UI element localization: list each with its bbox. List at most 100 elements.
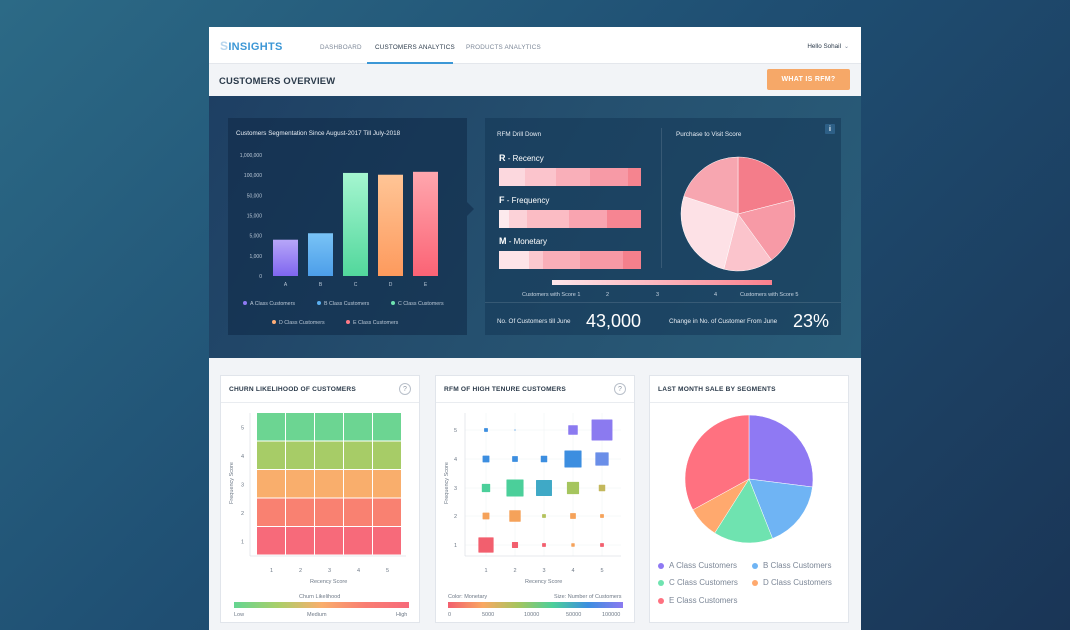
pie-slice[interactable] <box>680 196 739 270</box>
rfm-bar-segment[interactable] <box>499 251 529 269</box>
scatter-point[interactable] <box>571 543 575 547</box>
monetary-text: - Monetary <box>506 237 547 246</box>
heatmap-cell[interactable] <box>373 470 401 498</box>
scale-tick-3: 3 <box>656 292 660 298</box>
pie-slice[interactable] <box>737 199 796 261</box>
heatmap-cell[interactable] <box>286 498 314 527</box>
heatmap-cell[interactable] <box>344 527 372 555</box>
x-tick-label: 4 <box>571 568 574 574</box>
heatmap-cell[interactable] <box>315 470 343 498</box>
frequency-bar[interactable] <box>499 210 641 228</box>
pie-slice-b[interactable] <box>748 478 813 539</box>
scatter-point[interactable] <box>511 541 519 549</box>
heatmap-cell[interactable] <box>344 470 372 498</box>
tab-customers-analytics[interactable]: CUSTOMERS ANALYTICS <box>375 44 455 51</box>
scatter-point[interactable] <box>512 456 518 462</box>
pie-slice-a[interactable] <box>748 414 814 488</box>
heatmap-cell[interactable] <box>373 527 401 555</box>
rfm-bar-segment[interactable] <box>508 210 528 228</box>
heatmap-cell[interactable] <box>373 498 401 527</box>
heatmap-cell[interactable] <box>315 441 343 470</box>
pie-slice-e[interactable] <box>684 414 750 511</box>
bar-c[interactable] <box>343 172 368 276</box>
bar-b[interactable] <box>308 233 333 276</box>
visit-score-pie[interactable] <box>674 152 804 282</box>
heatmap-cell[interactable] <box>257 413 285 441</box>
y-tick-label: 1 <box>241 539 244 545</box>
scatter-point[interactable] <box>506 479 524 497</box>
rfm-bar-segment[interactable] <box>543 251 580 269</box>
rfm-bar-segment[interactable] <box>499 168 525 186</box>
bar-d[interactable] <box>378 174 403 276</box>
churn-heatmap[interactable]: 5 4 3 2 1 1 2 3 4 5 <box>221 406 421 606</box>
scatter-point[interactable] <box>591 419 613 441</box>
app-logo[interactable]: SINSIGHTS <box>220 39 283 53</box>
rfm-bar-segment[interactable] <box>555 168 590 186</box>
scatter-point[interactable] <box>600 543 604 547</box>
info-icon[interactable]: i <box>825 124 835 134</box>
pie-slice[interactable] <box>737 156 794 215</box>
rfm-tenure-scatter[interactable]: 5 4 3 2 1 1 2 3 4 5 <box>436 406 636 606</box>
rfm-bar-segment[interactable] <box>589 168 629 186</box>
recency-bar[interactable] <box>499 168 641 186</box>
heatmap-cell[interactable] <box>257 441 285 470</box>
heatmap-cell[interactable] <box>373 413 401 441</box>
scatter-point[interactable] <box>600 514 604 518</box>
bar-a[interactable] <box>273 239 298 276</box>
scatter-point[interactable] <box>482 512 490 520</box>
bar-e[interactable] <box>413 171 438 276</box>
heatmap-cell[interactable] <box>257 498 285 527</box>
user-menu[interactable]: Hello Sohail ⌄ <box>807 43 849 50</box>
scatter-point[interactable] <box>536 480 552 496</box>
help-icon[interactable]: ? <box>614 383 626 395</box>
monetary-bar[interactable] <box>499 251 641 269</box>
scatter-point[interactable] <box>481 483 491 493</box>
rfm-bar-segment[interactable] <box>499 210 509 228</box>
scatter-point[interactable] <box>484 428 488 432</box>
y-tick-label: 2 <box>241 511 244 517</box>
rfm-bar-segment[interactable] <box>524 168 556 186</box>
scatter-point[interactable] <box>509 510 521 522</box>
sales-pie[interactable] <box>650 406 850 556</box>
scatter-point[interactable] <box>566 481 580 495</box>
rfm-bar-segment[interactable] <box>628 168 641 186</box>
scatter-point[interactable] <box>540 455 548 463</box>
heatmap-cell[interactable] <box>286 441 314 470</box>
scatter-point[interactable] <box>482 455 490 463</box>
scatter-point[interactable] <box>570 513 576 519</box>
heatmap-cell[interactable] <box>315 498 343 527</box>
scatter-point[interactable] <box>595 452 609 466</box>
heatmap-cell[interactable] <box>315 527 343 555</box>
heatmap-cell[interactable] <box>286 527 314 555</box>
scatter-point[interactable] <box>478 537 494 553</box>
tab-products-analytics[interactable]: PRODUCTS ANALYTICS <box>466 44 541 51</box>
heatmap-cell[interactable] <box>286 413 314 441</box>
heatmap-cell[interactable] <box>344 498 372 527</box>
rfm-bar-segment[interactable] <box>528 251 543 269</box>
heatmap-cell[interactable] <box>373 441 401 470</box>
heatmap-cell[interactable] <box>344 413 372 441</box>
heatmap-cell[interactable] <box>344 441 372 470</box>
tab-dashboard[interactable]: DASHBOARD <box>320 44 362 51</box>
scatter-point[interactable] <box>514 429 516 431</box>
scatter-point[interactable] <box>568 425 578 435</box>
rfm-bar-segment[interactable] <box>527 210 569 228</box>
heatmap-cell[interactable] <box>257 470 285 498</box>
scatter-point[interactable] <box>564 450 582 468</box>
scatter-point[interactable] <box>598 484 606 492</box>
heatmap-cell[interactable] <box>286 470 314 498</box>
rfm-bar-segment[interactable] <box>606 210 641 228</box>
pie-slice-c[interactable] <box>714 478 773 544</box>
scatter-point[interactable] <box>542 514 546 518</box>
heatmap-cell[interactable] <box>315 413 343 441</box>
rfm-drill-title: RFM Drill Down <box>497 131 542 138</box>
rfm-bar-segment[interactable] <box>622 251 641 269</box>
what-is-rfm-button[interactable]: WHAT IS RFM? <box>767 69 850 90</box>
rfm-bar-segment[interactable] <box>568 210 607 228</box>
pie-slice[interactable] <box>683 156 739 215</box>
scatter-point[interactable] <box>542 543 546 547</box>
rfm-bar-segment[interactable] <box>579 251 623 269</box>
heatmap-cell[interactable] <box>257 527 285 555</box>
legend-text-a: A Class Customers <box>669 561 738 570</box>
help-icon[interactable]: ? <box>399 383 411 395</box>
